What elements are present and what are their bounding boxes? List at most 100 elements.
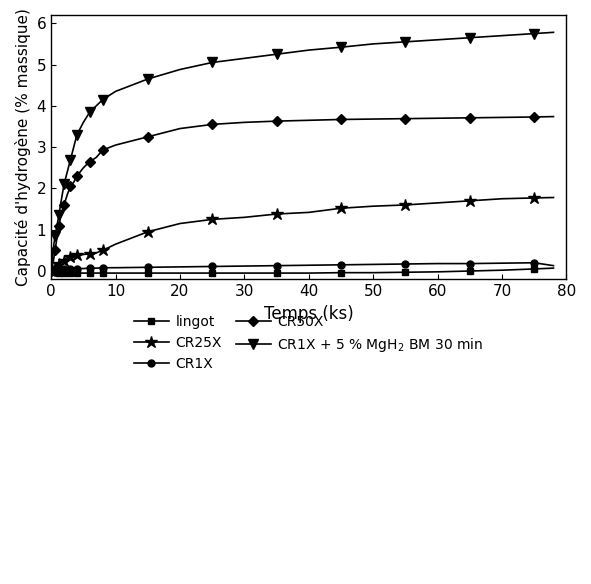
CR1X + 5 % MgH$_2$ BM 30 min	[93, 102, 100, 109]
Line: CR1X: CR1X	[48, 259, 557, 274]
lingot	[466, 267, 473, 274]
CR25X	[70, 253, 77, 260]
CR1X	[57, 266, 64, 273]
CR1X	[99, 264, 106, 271]
CR1X	[93, 265, 100, 272]
CR25X	[60, 257, 67, 264]
CR1X + 5 % MgH$_2$ BM 30 min	[73, 131, 80, 138]
lingot	[93, 270, 100, 277]
CR25X	[64, 255, 71, 262]
CR50X	[60, 201, 67, 208]
CR50X	[241, 119, 248, 126]
lingot	[112, 270, 119, 277]
CR50X	[48, 267, 55, 274]
CR25X	[56, 261, 63, 268]
CR25X	[369, 203, 376, 210]
CR50X	[177, 125, 184, 132]
lingot	[80, 270, 87, 277]
CR50X	[80, 164, 87, 171]
lingot	[51, 269, 59, 276]
CR1X + 5 % MgH$_2$ BM 30 min	[466, 34, 473, 41]
CR1X	[498, 260, 505, 267]
lingot	[241, 270, 248, 277]
CR25X	[144, 228, 151, 235]
CR1X	[305, 262, 312, 269]
CR1X + 5 % MgH$_2$ BM 30 min	[57, 199, 64, 206]
CR1X	[337, 261, 345, 268]
CR1X	[48, 267, 55, 274]
CR1X	[53, 266, 60, 273]
CR50X	[337, 116, 345, 123]
CR25X	[93, 249, 100, 256]
CR25X	[241, 214, 248, 221]
lingot	[305, 270, 312, 277]
X-axis label: Temps (ks): Temps (ks)	[264, 305, 353, 323]
CR25X	[434, 199, 441, 206]
CR1X + 5 % MgH$_2$ BM 30 min	[498, 32, 505, 39]
CR25X	[177, 220, 184, 227]
CR1X	[70, 265, 77, 272]
CR1X + 5 % MgH$_2$ BM 30 min	[50, 247, 57, 254]
CR1X + 5 % MgH$_2$ BM 30 min	[99, 96, 106, 103]
CR25X	[48, 267, 55, 274]
CR25X	[498, 195, 505, 202]
CR50X	[434, 114, 441, 121]
lingot	[531, 266, 538, 273]
CR1X + 5 % MgH$_2$ BM 30 min	[369, 40, 376, 47]
CR1X + 5 % MgH$_2$ BM 30 min	[80, 119, 87, 126]
CR25X	[305, 209, 312, 216]
CR50X	[466, 114, 473, 121]
lingot	[53, 269, 60, 276]
CR50X	[56, 222, 63, 229]
lingot	[177, 270, 184, 277]
lingot	[48, 267, 55, 274]
CR50X	[93, 154, 100, 161]
CR1X	[86, 265, 93, 272]
CR50X	[209, 121, 216, 128]
lingot	[498, 267, 505, 274]
CR1X + 5 % MgH$_2$ BM 30 min	[550, 29, 557, 36]
CR1X	[531, 259, 538, 266]
CR25X	[53, 263, 60, 270]
lingot	[434, 268, 441, 275]
CR1X + 5 % MgH$_2$ BM 30 min	[209, 59, 216, 66]
lingot	[73, 270, 80, 277]
CR1X	[60, 266, 67, 273]
CR50X	[50, 259, 57, 266]
CR1X + 5 % MgH$_2$ BM 30 min	[67, 156, 74, 163]
CR1X + 5 % MgH$_2$ BM 30 min	[51, 232, 59, 239]
CR1X	[369, 261, 376, 268]
CR1X	[144, 264, 151, 271]
CR50X	[64, 191, 71, 198]
lingot	[273, 270, 280, 277]
CR1X + 5 % MgH$_2$ BM 30 min	[531, 30, 538, 37]
CR25X	[50, 266, 57, 273]
CR1X + 5 % MgH$_2$ BM 30 min	[337, 44, 345, 51]
CR1X + 5 % MgH$_2$ BM 30 min	[86, 109, 93, 116]
CR1X	[550, 262, 557, 269]
CR50X	[550, 113, 557, 120]
CR1X + 5 % MgH$_2$ BM 30 min	[402, 39, 409, 46]
CR50X	[498, 114, 505, 121]
CR1X + 5 % MgH$_2$ BM 30 min	[53, 222, 60, 229]
CR50X	[112, 141, 119, 148]
CR1X	[112, 264, 119, 271]
CR25X	[209, 216, 216, 223]
Line: CR1X + 5 % MgH$_2$ BM 30 min: CR1X + 5 % MgH$_2$ BM 30 min	[46, 27, 558, 276]
lingot	[56, 270, 63, 277]
Y-axis label: Capacité d'hydrogène (% massique): Capacité d'hydrogène (% massique)	[15, 8, 31, 286]
CR1X	[50, 267, 57, 274]
CR50X	[369, 116, 376, 123]
CR1X + 5 % MgH$_2$ BM 30 min	[144, 75, 151, 82]
CR50X	[402, 115, 409, 122]
CR1X	[402, 260, 409, 267]
lingot	[70, 270, 77, 277]
CR25X	[99, 247, 106, 254]
CR1X	[80, 265, 87, 272]
CR50X	[144, 133, 151, 140]
Line: CR25X: CR25X	[45, 192, 560, 277]
CR1X + 5 % MgH$_2$ BM 30 min	[241, 55, 248, 62]
lingot	[60, 270, 67, 277]
lingot	[86, 270, 93, 277]
CR1X	[209, 263, 216, 270]
